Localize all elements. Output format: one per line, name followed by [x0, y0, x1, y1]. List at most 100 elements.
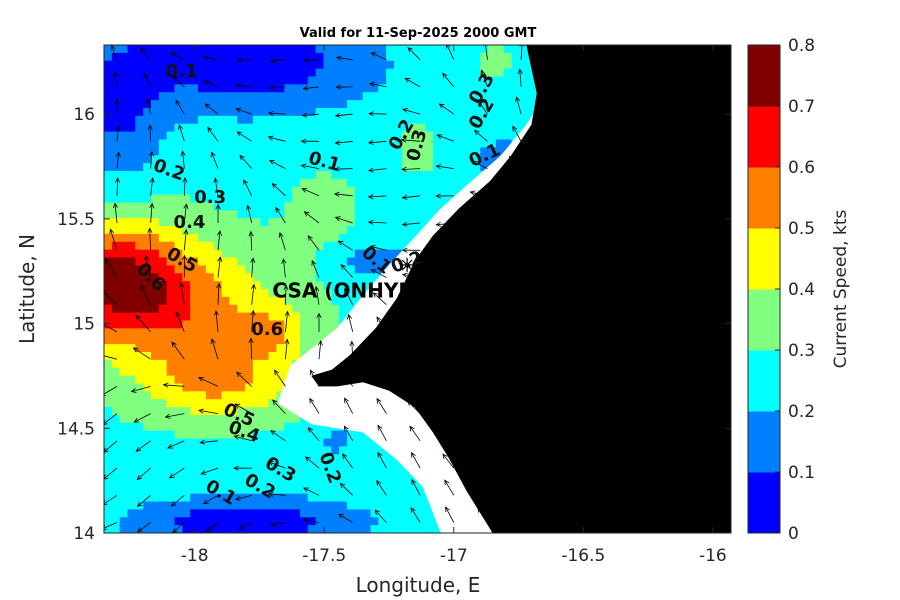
- speed-cell: [433, 139, 442, 148]
- speed-cell: [315, 241, 325, 251]
- speed-cell: [339, 470, 348, 479]
- speed-cell: [151, 202, 160, 211]
- speed-cell: [284, 218, 293, 227]
- speed-cell: [307, 52, 317, 62]
- speed-cell: [315, 92, 325, 101]
- speed-cell: [143, 477, 152, 487]
- speed-cell: [143, 407, 152, 416]
- speed-cell: [229, 359, 238, 369]
- speed-cell: [417, 155, 426, 164]
- speed-cell: [284, 344, 293, 353]
- speed-cell: [229, 304, 238, 314]
- speed-cell: [268, 107, 278, 117]
- speed-cell: [104, 100, 113, 109]
- speed-cell: [127, 359, 136, 369]
- speed-cell: [198, 454, 207, 463]
- speed-cell: [292, 241, 301, 251]
- speed-cell: [182, 92, 191, 101]
- speed-cell: [299, 281, 309, 290]
- speed-cell: [284, 265, 293, 274]
- speed-cell: [229, 257, 238, 266]
- speed-cell: [276, 359, 285, 369]
- speed-cell: [182, 163, 191, 172]
- speed-cell: [378, 477, 387, 487]
- speed-cell: [433, 163, 442, 172]
- speed-cell: [166, 454, 176, 463]
- speed-cell: [143, 351, 152, 361]
- speed-cell: [151, 304, 160, 314]
- speed-cell: [127, 92, 136, 101]
- speed-cell: [346, 485, 356, 495]
- speed-cell: [111, 399, 121, 408]
- speed-cell: [252, 68, 262, 78]
- speed-cell: [527, 68, 536, 78]
- speed-cell: [362, 52, 372, 62]
- speed-cell: [198, 351, 207, 361]
- speed-cell: [213, 383, 223, 392]
- speed-cell: [292, 312, 301, 322]
- speed-cell: [284, 493, 293, 503]
- speed-cell: [143, 123, 152, 133]
- speed-cell: [135, 139, 144, 148]
- speed-cell: [323, 273, 332, 282]
- speed-cell: [370, 139, 379, 148]
- speed-cell: [104, 336, 113, 345]
- speed-cell: [292, 446, 301, 455]
- speed-cell: [472, 68, 481, 78]
- speed-cell: [464, 178, 473, 188]
- speed-cell: [166, 399, 176, 408]
- speed-cell: [299, 312, 309, 322]
- speed-cell: [151, 289, 160, 298]
- speed-cell: [213, 391, 223, 400]
- speed-cell: [299, 92, 309, 101]
- current-arrow: [112, 71, 118, 87]
- speed-cell: [511, 84, 520, 93]
- speed-cell: [151, 123, 160, 133]
- speed-cell: [495, 52, 505, 62]
- speed-cell: [182, 525, 191, 533]
- speed-cell: [393, 226, 403, 235]
- speed-cell: [409, 525, 419, 533]
- speed-cell: [198, 399, 207, 408]
- speed-cell: [307, 454, 317, 463]
- speed-cell: [315, 178, 325, 188]
- speed-cell: [425, 76, 434, 85]
- speed-cell: [393, 477, 403, 487]
- speed-cell: [433, 155, 442, 164]
- speed-cell: [182, 178, 191, 188]
- speed-cell: [292, 320, 301, 329]
- speed-cell: [339, 139, 348, 148]
- speed-cell: [143, 296, 152, 306]
- speed-cell: [409, 509, 419, 518]
- speed-cell: [198, 76, 207, 85]
- speed-cell: [151, 454, 160, 463]
- speed-cell: [299, 517, 309, 526]
- speed-cell: [158, 84, 168, 93]
- speed-cell: [433, 92, 442, 101]
- speed-cell: [346, 257, 356, 266]
- speed-cell: [221, 296, 230, 306]
- speed-cell: [456, 170, 466, 180]
- speed-cell: [237, 202, 246, 211]
- speed-cell: [143, 147, 152, 156]
- speed-cell: [158, 414, 168, 424]
- speed-cell: [417, 163, 426, 172]
- speed-cell: [190, 84, 199, 93]
- speed-cell: [386, 493, 395, 503]
- speed-cell: [190, 281, 199, 290]
- speed-cell: [174, 351, 183, 361]
- speed-cell: [143, 485, 152, 495]
- speed-cell: [307, 477, 317, 487]
- speed-cell: [213, 155, 223, 164]
- speed-cell: [119, 477, 129, 487]
- speed-cell: [393, 52, 403, 62]
- speed-cell: [119, 485, 129, 495]
- speed-cell: [237, 446, 246, 455]
- speed-cell: [119, 52, 129, 62]
- speed-cell: [158, 155, 168, 164]
- speed-cell: [425, 155, 434, 164]
- speed-cell: [111, 226, 121, 235]
- speed-cell: [166, 509, 176, 518]
- speed-cell: [480, 100, 489, 109]
- speed-cell: [488, 45, 497, 54]
